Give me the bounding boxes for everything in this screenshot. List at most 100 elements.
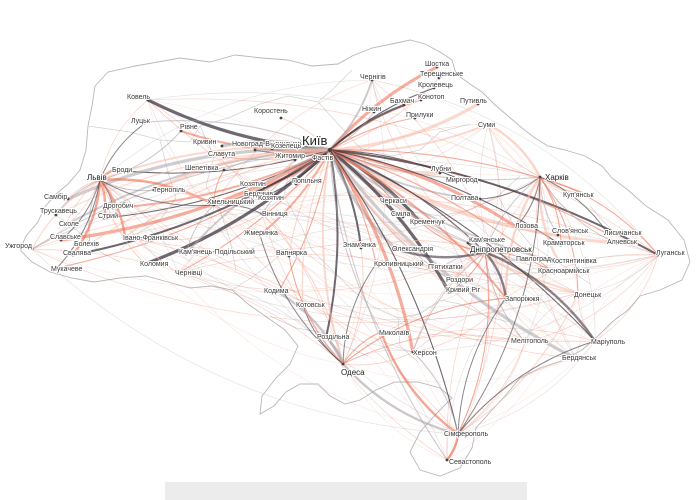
city-label-nizhyn[interactable]: Ніжин (361, 104, 382, 114)
city-dot-pryluky[interactable] (413, 116, 417, 120)
city-label-korosten[interactable]: Коростень (253, 107, 289, 116)
city-label-koziatyn2[interactable]: Козятин (257, 194, 285, 203)
city-dot-dnipro[interactable] (483, 250, 487, 254)
city-dot-cherkasy[interactable] (391, 199, 395, 203)
city-dot-kamianske[interactable] (466, 241, 470, 245)
city-label-kryvyn[interactable]: Кривин (192, 138, 218, 147)
city-label-slavske[interactable]: Славське (49, 233, 82, 242)
city-label-krasnoarmiisk[interactable]: Красноармійськ (537, 266, 591, 276)
city-dot-sloviansk[interactable] (556, 233, 560, 237)
city-dot-truskavets[interactable] (54, 213, 58, 217)
city-dot-vinnytsia[interactable] (260, 212, 264, 216)
city-label-rivne[interactable]: Рівне (179, 122, 199, 132)
city-dot-sumy[interactable] (486, 122, 490, 126)
city-dot-kramatorsk[interactable] (559, 243, 563, 247)
city-label-poltava[interactable]: Полтава (450, 194, 480, 203)
city-label-stryi[interactable]: Стрий (97, 211, 119, 221)
city-dot-kryvyirih[interactable] (447, 290, 451, 294)
city-dot-lozova[interactable] (514, 225, 518, 229)
city-label-popilnia[interactable]: Попільня (291, 176, 323, 186)
city-label-kozelets[interactable]: Козелець (270, 142, 303, 151)
city-label-kolomyia[interactable]: Коломия (139, 260, 170, 269)
city-dot-donetsk[interactable] (576, 291, 580, 295)
city-label-svaliava[interactable]: Свалява (62, 249, 92, 258)
city-label-myrhorod[interactable]: Миргород (445, 176, 479, 185)
city-dot-ternopil[interactable] (152, 188, 156, 192)
city-label-cherkasy[interactable]: Черкаси (379, 197, 408, 206)
city-label-khmelnytskyi[interactable]: Хмельницький (206, 197, 255, 207)
city-dot-zhytomyr[interactable] (293, 158, 297, 162)
city-dot-kostiantynivka[interactable] (557, 260, 561, 264)
city-dot-piatykhatky[interactable] (439, 266, 443, 270)
city-dot-ivano[interactable] (123, 235, 127, 239)
city-dot-kherson[interactable] (411, 350, 415, 354)
city-dot-kozelets[interactable] (270, 147, 274, 151)
city-dot-lviv[interactable] (98, 178, 102, 182)
city-dot-krasnoarmiisk[interactable] (552, 271, 556, 275)
city-dot-krolevets[interactable] (432, 86, 436, 90)
city-label-donetsk[interactable]: Донецьк (573, 291, 603, 300)
city-label-mykolaiv[interactable]: Миколаїв (378, 329, 411, 338)
city-dot-kamianets[interactable] (184, 252, 188, 256)
city-label-truskavets[interactable]: Трускавець (39, 207, 78, 216)
city-dot-berdiansk[interactable] (573, 356, 577, 360)
city-dot-lubny[interactable] (438, 171, 442, 175)
city-label-uzhhorod[interactable]: Ужгород (4, 242, 33, 251)
city-dot-bakhmach[interactable] (402, 103, 406, 107)
city-label-sumy[interactable]: Суми (477, 121, 496, 130)
city-label-lutsk[interactable]: Луцьк (130, 117, 152, 126)
city-dot-zaporizhzhia[interactable] (504, 296, 508, 300)
city-dot-chernivtsi[interactable] (176, 271, 180, 275)
city-dot-kolomyia[interactable] (143, 262, 147, 266)
city-label-tereshchenske[interactable]: Терещенське (419, 70, 464, 79)
city-label-rozdory[interactable]: Роздори (445, 276, 474, 285)
city-label-putyvl[interactable]: Путивль (459, 97, 488, 106)
city-dot-shostka[interactable] (435, 65, 439, 69)
city-dot-kryvyn[interactable] (220, 144, 224, 148)
city-dot-kodyma[interactable] (276, 290, 280, 294)
city-dot-koziatyn2[interactable] (263, 196, 267, 200)
city-dot-simferopol[interactable] (456, 432, 460, 436)
city-label-lozova[interactable]: Лозова (514, 222, 539, 231)
city-label-kovel[interactable]: Ковель (126, 93, 151, 102)
city-label-lubny[interactable]: Лубни (430, 164, 452, 174)
city-dot-vapniarka[interactable] (287, 254, 291, 258)
city-dot-kropyvnytskyi[interactable] (374, 262, 378, 266)
city-label-luhansk[interactable]: Луганськ (655, 249, 686, 258)
city-label-kropyvnytskyi[interactable]: Кропивницький (373, 259, 425, 269)
city-dot-luhansk[interactable] (656, 253, 660, 257)
city-dot-kotovsk[interactable] (301, 303, 305, 307)
city-label-ternopil[interactable]: Тернопіль (152, 185, 187, 195)
city-dot-mukacheve[interactable] (55, 266, 59, 270)
city-label-kupiansk[interactable]: Куп'янськ (562, 191, 596, 200)
city-dot-odesa[interactable] (341, 362, 345, 366)
city-dot-khmelnytskyi[interactable] (212, 203, 216, 207)
city-label-oleksandriia[interactable]: Олександрія (391, 244, 434, 254)
city-dot-stryi[interactable] (102, 216, 106, 220)
city-label-chernivtsi[interactable]: Чернівці (174, 268, 204, 278)
city-dot-mariupol[interactable] (593, 339, 597, 343)
city-label-konotop[interactable]: Конотоп (417, 93, 446, 102)
city-dot-konotop[interactable] (419, 98, 423, 102)
city-label-drohobych[interactable]: Дрогобич (102, 201, 135, 211)
city-label-lviv[interactable]: Львів (86, 172, 108, 183)
city-label-berdychiv[interactable]: Бердичів (243, 189, 274, 199)
city-dot-uzhhorod[interactable] (30, 247, 34, 251)
city-dot-nizhyn[interactable] (372, 110, 376, 114)
city-dot-korosten[interactable] (279, 116, 283, 120)
city-dot-bolekhiv[interactable] (88, 242, 92, 246)
city-label-mariupol[interactable]: Маріуполь (590, 337, 626, 347)
city-label-shostka[interactable]: Шостка (424, 60, 450, 69)
city-label-kostiantynivka[interactable]: Костянтинівка (550, 256, 598, 266)
city-label-bolekhiv[interactable]: Болехів (73, 239, 100, 249)
city-dot-sevastopol[interactable] (445, 458, 449, 462)
city-label-rozdilna[interactable]: Роздільна (316, 332, 350, 342)
city-label-kamianets[interactable]: Кам'янець-Подільський (178, 247, 256, 257)
city-label-znamianka[interactable]: Знам'янка (342, 241, 377, 250)
city-dot-rozdory[interactable] (450, 279, 454, 283)
city-label-simferopol[interactable]: Сімферополь (443, 429, 489, 439)
city-label-berdiansk[interactable]: Бердянськ (561, 354, 598, 363)
city-dot-kremenchuk[interactable] (418, 220, 422, 224)
city-dot-popilnia[interactable] (294, 182, 298, 186)
city-dot-skole[interactable] (64, 223, 68, 227)
